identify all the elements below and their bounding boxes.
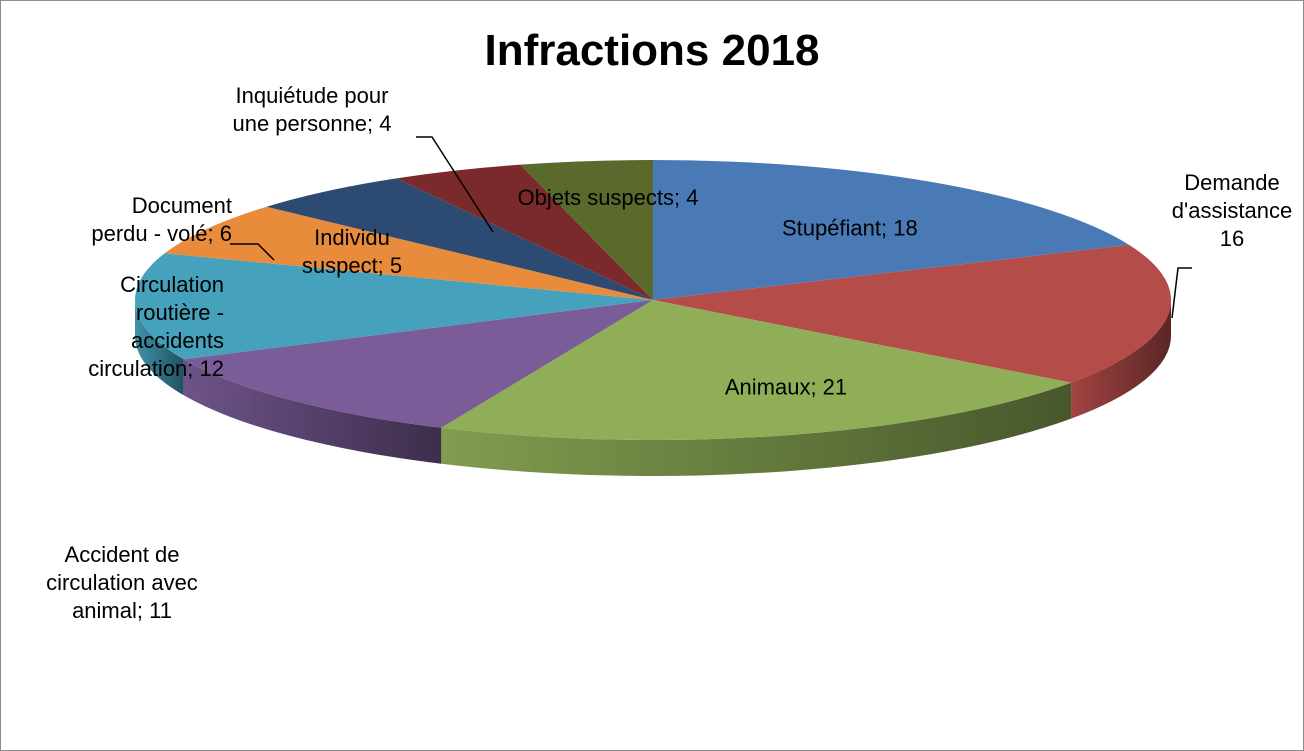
- data-label: animal; 11: [72, 598, 172, 623]
- data-label: perdu - volé; 6: [91, 221, 232, 246]
- pie-slice: [164, 206, 654, 300]
- data-label: Objets suspects; 4: [518, 185, 699, 210]
- pie-slice: [183, 300, 653, 428]
- data-label: circulation avec: [46, 570, 198, 595]
- pie-side: [135, 300, 184, 396]
- data-label: accidents: [131, 328, 224, 353]
- pie-slice: [520, 160, 653, 300]
- leader-line: [1171, 267, 1192, 319]
- data-label: suspect; 5: [302, 253, 402, 278]
- data-label: Stupéfiant; 18: [782, 216, 918, 241]
- pie-slice: [653, 244, 1171, 383]
- data-label: routière -: [136, 300, 224, 325]
- pie-side: [1071, 300, 1171, 419]
- data-label: une personne; 4: [232, 111, 391, 136]
- pie-slice: [134, 253, 653, 360]
- leader-line: [416, 136, 494, 233]
- data-label: Individu: [314, 225, 390, 250]
- data-label: Accident de: [65, 542, 180, 567]
- chart-title: Infractions 2018: [484, 26, 820, 75]
- pie-slice: [441, 300, 1072, 441]
- pie-side: [183, 359, 442, 464]
- data-label: d'assistance: [1172, 198, 1292, 223]
- data-label: Document: [132, 193, 232, 218]
- pie-slice: [396, 164, 653, 300]
- data-label: Demande: [1184, 170, 1279, 195]
- pie-slice: [266, 178, 653, 300]
- data-label: 16: [1220, 226, 1244, 251]
- data-label: circulation; 12: [88, 356, 224, 381]
- data-label: Circulation: [120, 272, 224, 297]
- leader-line: [230, 243, 275, 261]
- data-label: Animaux; 21: [725, 374, 847, 399]
- pie-side: [441, 382, 1072, 476]
- data-label: Inquiétude pour: [236, 83, 389, 108]
- pie-slice: [653, 160, 1130, 300]
